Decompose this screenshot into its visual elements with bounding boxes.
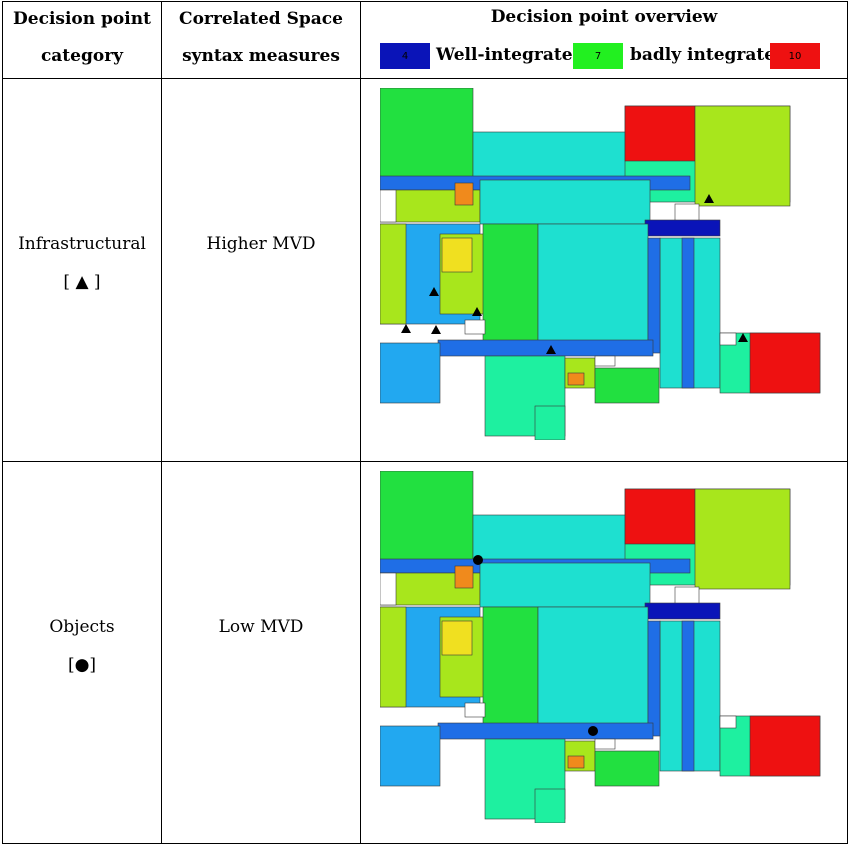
decision-point-triangles bbox=[401, 194, 748, 354]
floor-plan-room bbox=[647, 237, 661, 354]
floor-plan-room bbox=[380, 342, 441, 404]
floor-plan-base bbox=[380, 471, 821, 823]
row1-measure: Higher MVD bbox=[206, 234, 316, 254]
triangle-marker bbox=[431, 325, 441, 334]
table-border-right bbox=[847, 1, 848, 844]
floor-plan-room bbox=[594, 738, 616, 750]
floor-plan-room bbox=[644, 219, 721, 237]
floor-plan-room bbox=[464, 702, 486, 718]
floor-plan-room bbox=[537, 606, 649, 728]
triangle-marker bbox=[546, 345, 556, 354]
legend-number-7: 7 bbox=[594, 50, 602, 62]
floor-plan-room bbox=[647, 620, 661, 737]
floor-plan-room bbox=[681, 237, 695, 389]
triangle-marker bbox=[401, 324, 411, 333]
table-border-bottom bbox=[2, 843, 848, 844]
floor-plan-room bbox=[380, 471, 474, 564]
floor-plan-room bbox=[479, 562, 651, 608]
circle-marker bbox=[473, 555, 483, 565]
legend-swatch-4: 4 bbox=[380, 43, 430, 69]
floor-plan-room bbox=[674, 586, 700, 606]
row1-category: Infrastructural bbox=[18, 234, 146, 254]
floor-plan-room bbox=[567, 372, 585, 386]
header-category-line2: category bbox=[40, 46, 124, 66]
row2-category: Objects bbox=[49, 617, 115, 637]
floor-plan-room bbox=[380, 88, 474, 181]
floor-plan-infrastructural bbox=[380, 88, 821, 440]
floor-plan-room bbox=[482, 223, 539, 345]
table-border-left bbox=[2, 1, 3, 844]
floor-plan-room bbox=[454, 565, 474, 589]
floor-plan-room bbox=[694, 488, 791, 590]
floor-plan-room bbox=[594, 750, 660, 787]
floor-plan-room bbox=[594, 367, 660, 404]
header-overview-title: Decision point overview bbox=[490, 7, 718, 27]
table-border-col2 bbox=[360, 1, 361, 844]
floor-plan-room bbox=[567, 755, 585, 769]
floor-plan-room bbox=[749, 715, 821, 777]
triangle-marker bbox=[738, 333, 748, 342]
floor-plan-room bbox=[479, 179, 651, 225]
floor-plan-room bbox=[694, 105, 791, 207]
floor-plan-room bbox=[674, 203, 700, 223]
header-category-line1: Decision point bbox=[13, 9, 151, 29]
legend-label-well-integrated: Well-integrated bbox=[436, 45, 585, 65]
row2-symbol: [●] bbox=[67, 655, 97, 675]
table-border-header-bottom bbox=[2, 78, 848, 79]
legend-swatch-7: 7 bbox=[573, 43, 623, 69]
floor-plan-objects bbox=[380, 471, 821, 823]
floor-plan-room bbox=[644, 602, 721, 620]
floor-plan-room bbox=[719, 715, 737, 729]
floor-plan-room bbox=[749, 332, 821, 394]
floor-plan-room bbox=[537, 223, 649, 345]
floor-plan-room bbox=[437, 339, 654, 357]
floor-plan-room bbox=[454, 182, 474, 206]
table-border-col1 bbox=[161, 1, 162, 844]
row2-measure: Low MVD bbox=[218, 617, 304, 637]
legend-number-4: 4 bbox=[401, 50, 409, 62]
floor-plan-room bbox=[437, 722, 654, 740]
floor-plan-room bbox=[380, 223, 407, 325]
circle-marker bbox=[588, 726, 598, 736]
table-border-row-divider bbox=[2, 461, 848, 462]
table-border-top bbox=[2, 1, 848, 2]
legend-number-10: 10 bbox=[788, 50, 802, 62]
floor-plan-room bbox=[464, 319, 486, 335]
floor-plan-room bbox=[534, 788, 566, 823]
legend-swatch-10: 10 bbox=[770, 43, 820, 69]
triangle-marker bbox=[704, 194, 714, 203]
floor-plan-base bbox=[380, 88, 821, 440]
floor-plan-room bbox=[594, 355, 616, 367]
decision-point-circles bbox=[473, 555, 598, 736]
row1-symbol: [ ▲ ] bbox=[63, 272, 101, 292]
floor-plan-room bbox=[380, 572, 397, 606]
header-measures-line1: Correlated Space bbox=[179, 9, 343, 29]
floor-plan-room bbox=[380, 725, 441, 787]
floor-plan-room bbox=[441, 237, 473, 273]
floor-plan-room bbox=[534, 405, 566, 440]
floor-plan-room bbox=[380, 189, 397, 223]
header-measures-line2: syntax measures bbox=[182, 46, 340, 66]
floor-plan-room bbox=[441, 620, 473, 656]
floor-plan-room bbox=[681, 620, 695, 772]
floor-plan-room bbox=[380, 606, 407, 708]
floor-plan-room bbox=[624, 488, 696, 545]
floor-plan-room bbox=[719, 332, 737, 346]
triangle-marker bbox=[429, 287, 439, 296]
floor-plan-room bbox=[482, 606, 539, 728]
legend-label-badly-integrated: badly integrated bbox=[630, 45, 787, 65]
triangle-marker bbox=[472, 307, 482, 316]
floor-plan-room bbox=[624, 105, 696, 162]
